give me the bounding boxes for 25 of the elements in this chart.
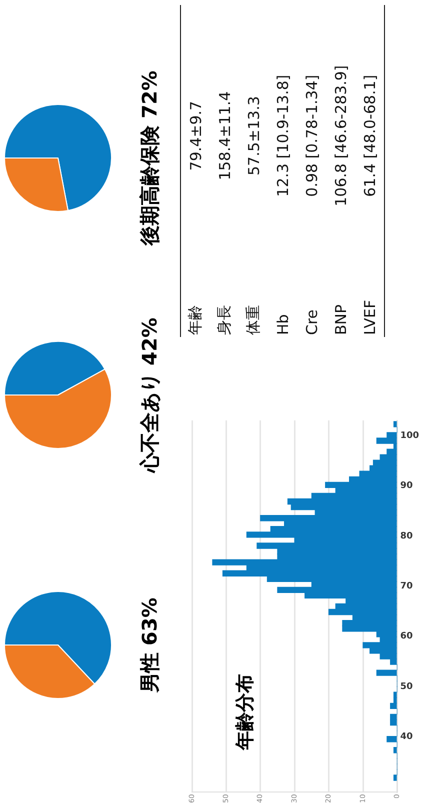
y-tick-label: 50	[400, 682, 413, 692]
y-tick-label: 80	[400, 531, 413, 542]
y-tick-label: 40	[400, 732, 413, 742]
text: 後期高齢保険 72%	[136, 70, 162, 246]
category-label: 年齢	[185, 304, 205, 337]
category-label: Hb	[272, 313, 292, 337]
category-label: 体重	[243, 304, 263, 337]
text: 158.4±11.4	[214, 90, 234, 182]
text: 12.3 [10.9-13.8]	[272, 74, 292, 199]
text: 心不全あり 42%	[136, 318, 162, 472]
y-tick-label: 100	[400, 430, 420, 441]
text: 106.8 [46.6-283.9]	[330, 64, 350, 208]
category-label: Cre	[302, 308, 322, 337]
category-label: BNP	[330, 303, 350, 337]
y-tick-label: 90	[400, 481, 413, 492]
y-tick-label: 70	[400, 582, 413, 592]
category-label: LVEF	[360, 298, 380, 337]
category-label: 身長	[214, 304, 234, 337]
text: 61.4 [48.0-68.1]	[360, 74, 380, 199]
text: 0.98 [0.78-1.34]	[302, 74, 322, 199]
text: 57.5±13.3	[244, 95, 264, 178]
text: 年齢分布	[233, 674, 257, 750]
text: 79.4±9.7	[186, 100, 206, 173]
text: 男性 63%	[136, 598, 162, 692]
y-tick-label: 60	[400, 632, 413, 642]
